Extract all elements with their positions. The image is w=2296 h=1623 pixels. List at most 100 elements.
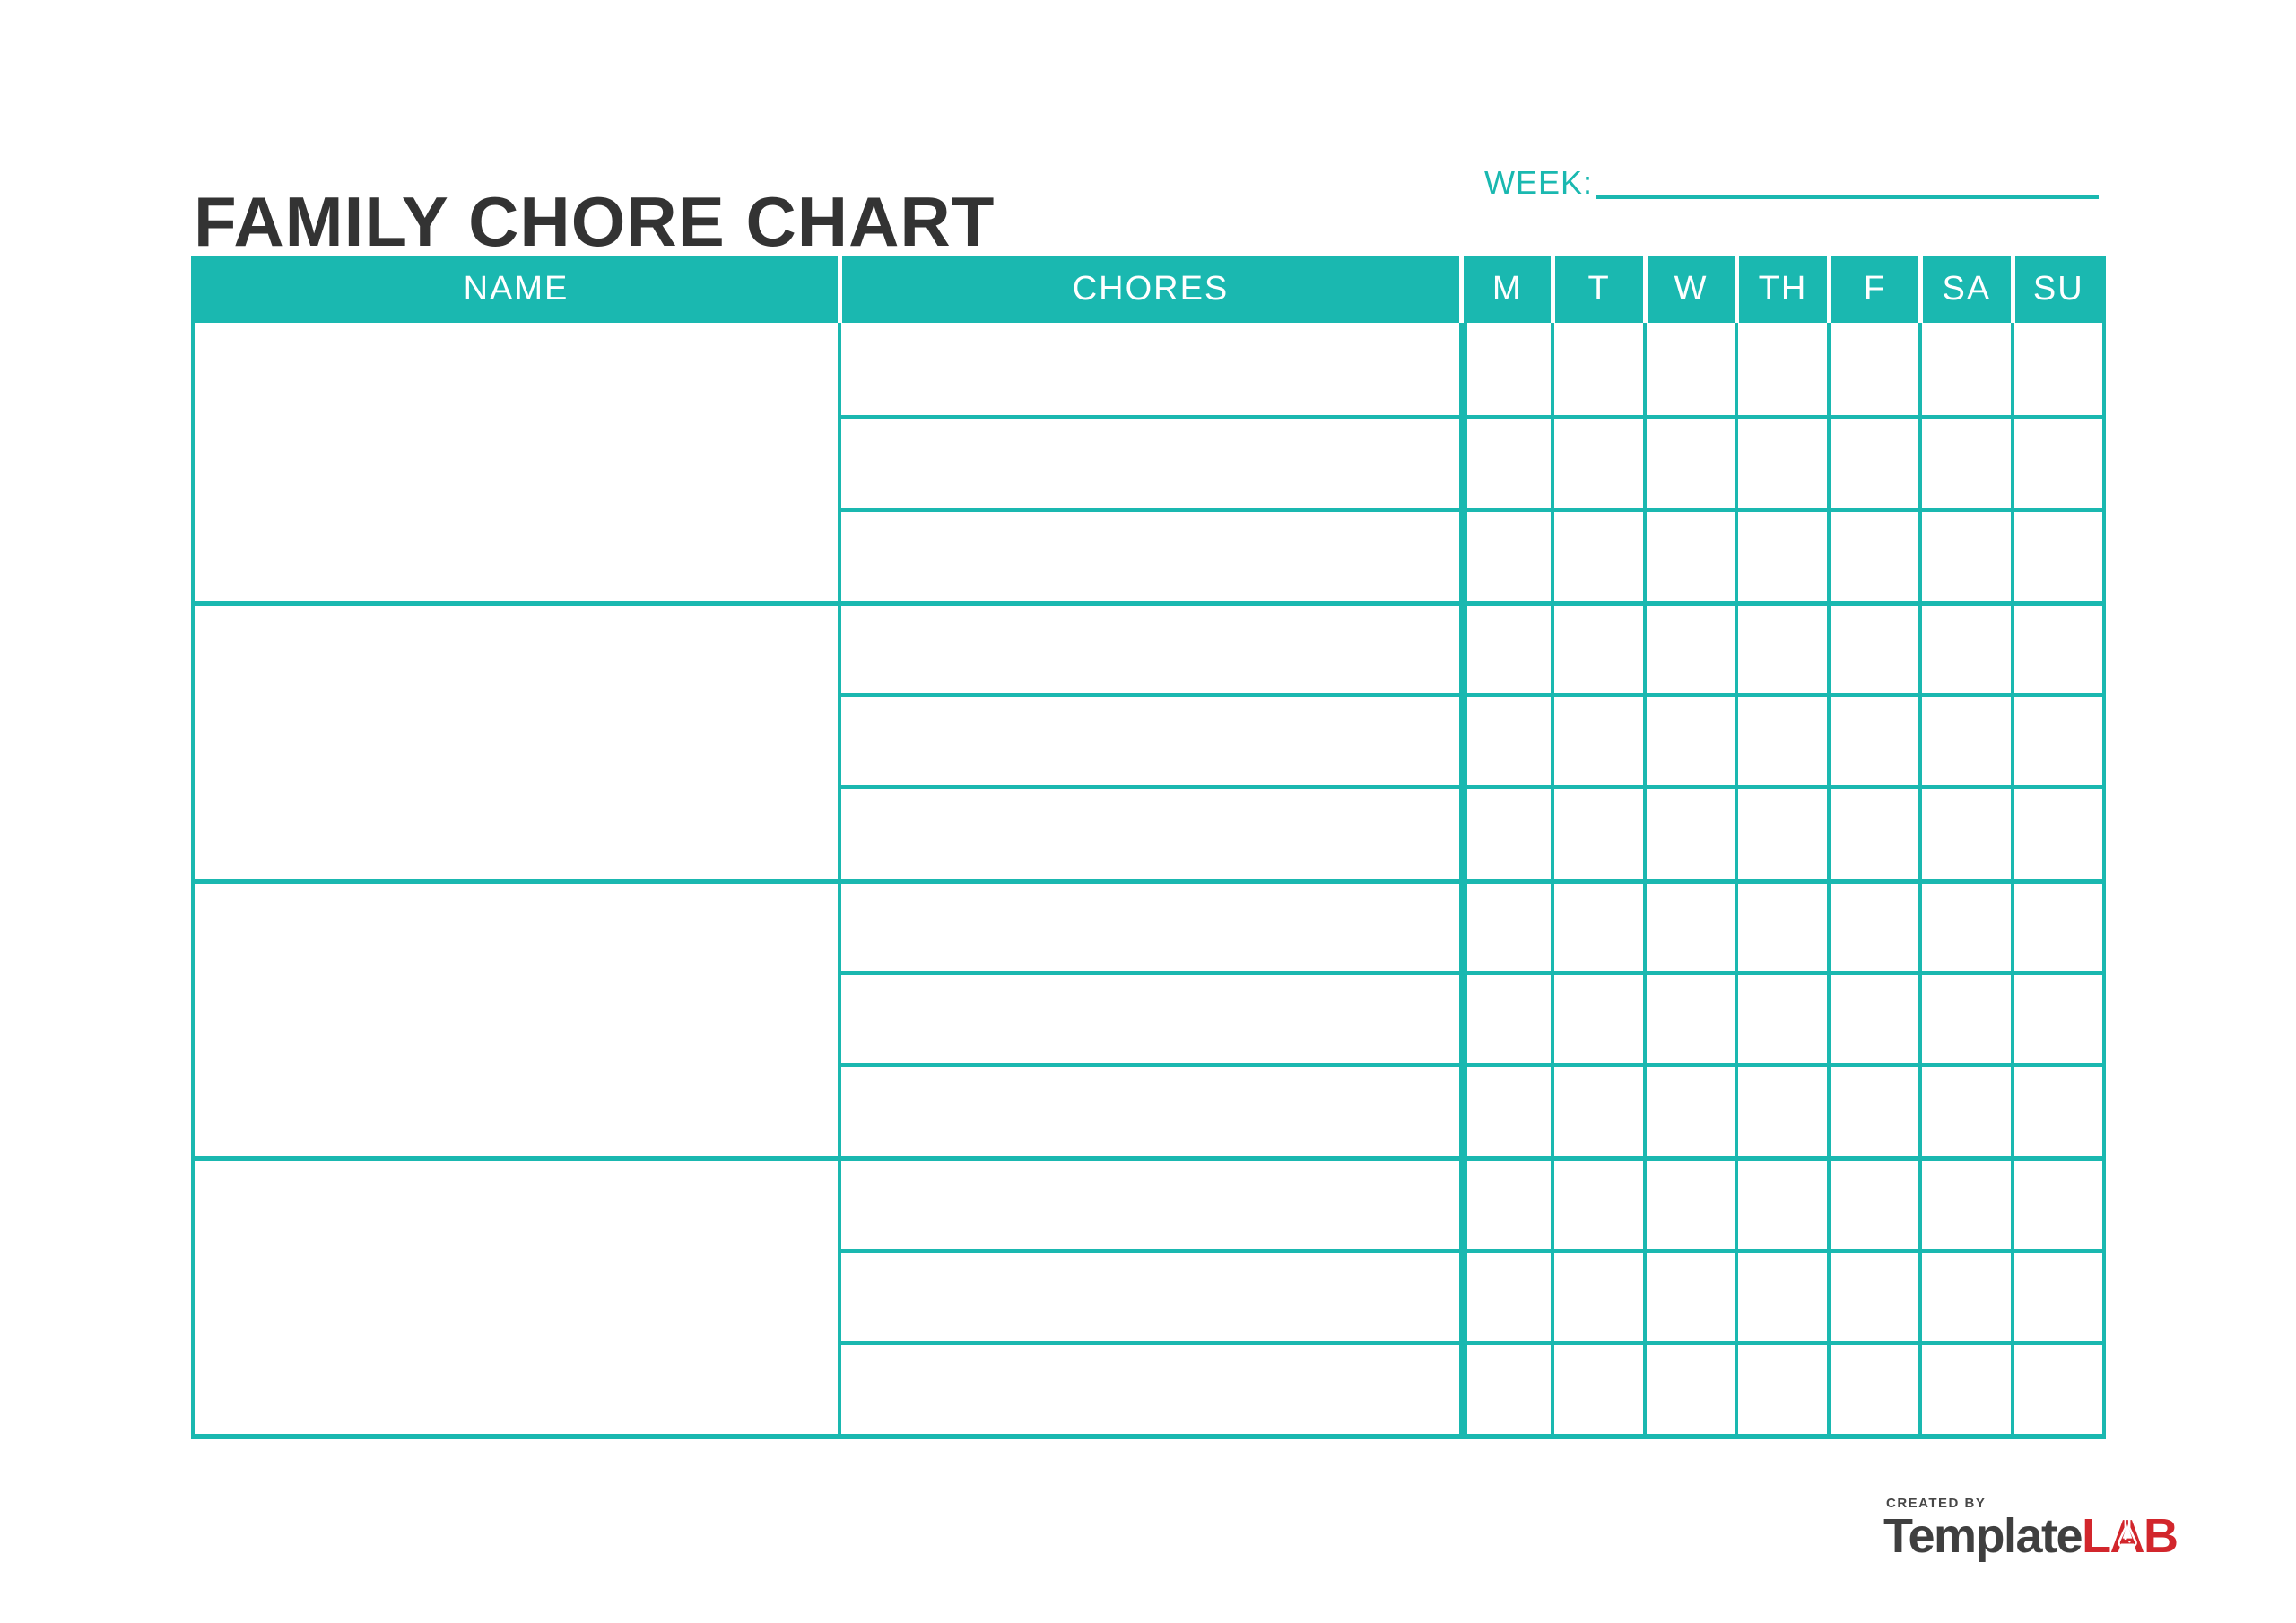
- day-check-cell[interactable]: [1642, 508, 1735, 601]
- day-check-cell[interactable]: [1826, 785, 1919, 879]
- day-check-cell[interactable]: [1551, 600, 1643, 693]
- day-check-cell[interactable]: [1735, 600, 1827, 693]
- day-check-cell[interactable]: [1459, 1248, 1552, 1341]
- chore-cell[interactable]: [838, 1156, 1459, 1249]
- day-check-cell[interactable]: [1642, 970, 1735, 1063]
- day-check-cell[interactable]: [1918, 323, 2011, 416]
- day-check-cell[interactable]: [1826, 693, 1919, 786]
- day-check-cell[interactable]: [2010, 1341, 2102, 1434]
- day-check-cell[interactable]: [1459, 970, 1552, 1063]
- chore-cell[interactable]: [838, 1063, 1459, 1157]
- day-check-cell[interactable]: [1918, 693, 2011, 786]
- day-check-cell[interactable]: [1735, 1248, 1827, 1341]
- day-check-cell[interactable]: [1826, 1156, 1919, 1249]
- day-check-cell[interactable]: [1459, 693, 1552, 786]
- day-check-cell[interactable]: [1642, 1341, 1735, 1434]
- day-check-cell[interactable]: [1826, 878, 1919, 971]
- day-check-cell[interactable]: [1459, 878, 1552, 971]
- day-check-cell[interactable]: [2010, 600, 2102, 693]
- day-check-cell[interactable]: [2010, 878, 2102, 971]
- chore-cell[interactable]: [838, 508, 1459, 601]
- day-check-cell[interactable]: [1551, 508, 1643, 601]
- day-check-cell[interactable]: [1642, 693, 1735, 786]
- chore-cell[interactable]: [838, 878, 1459, 971]
- name-cell[interactable]: [195, 1156, 838, 1434]
- day-check-cell[interactable]: [1551, 970, 1643, 1063]
- day-check-cell[interactable]: [1826, 1341, 1919, 1434]
- day-check-cell[interactable]: [1735, 785, 1827, 879]
- day-check-cell[interactable]: [1642, 785, 1735, 879]
- day-check-cell[interactable]: [2010, 1156, 2102, 1249]
- day-check-cell[interactable]: [1551, 785, 1643, 879]
- day-check-cell[interactable]: [2010, 693, 2102, 786]
- day-check-cell[interactable]: [1642, 1156, 1735, 1249]
- day-check-cell[interactable]: [1459, 415, 1552, 508]
- chore-cell[interactable]: [838, 785, 1459, 879]
- day-check-cell[interactable]: [1459, 1156, 1552, 1249]
- day-check-cell[interactable]: [1642, 415, 1735, 508]
- day-check-cell[interactable]: [2010, 508, 2102, 601]
- day-check-cell[interactable]: [1918, 508, 2011, 601]
- day-check-cell[interactable]: [1735, 1156, 1827, 1249]
- day-check-cell[interactable]: [1918, 970, 2011, 1063]
- day-check-cell[interactable]: [1826, 600, 1919, 693]
- day-check-cell[interactable]: [1918, 1341, 2011, 1434]
- day-check-cell[interactable]: [1551, 1341, 1643, 1434]
- day-check-cell[interactable]: [1551, 1063, 1643, 1157]
- day-check-cell[interactable]: [1642, 1063, 1735, 1157]
- day-check-cell[interactable]: [1918, 1063, 2011, 1157]
- day-check-cell[interactable]: [1642, 1248, 1735, 1341]
- day-check-cell[interactable]: [1735, 693, 1827, 786]
- day-check-cell[interactable]: [1735, 1063, 1827, 1157]
- day-check-cell[interactable]: [1551, 323, 1643, 416]
- day-check-cell[interactable]: [1826, 508, 1919, 601]
- day-check-cell[interactable]: [1459, 508, 1552, 601]
- day-check-cell[interactable]: [1826, 1063, 1919, 1157]
- day-check-cell[interactable]: [1642, 600, 1735, 693]
- day-check-cell[interactable]: [1551, 1248, 1643, 1341]
- day-check-cell[interactable]: [1735, 970, 1827, 1063]
- day-check-cell[interactable]: [1826, 970, 1919, 1063]
- day-check-cell[interactable]: [1918, 878, 2011, 971]
- chore-cell[interactable]: [838, 970, 1459, 1063]
- day-check-cell[interactable]: [2010, 323, 2102, 416]
- day-check-cell[interactable]: [1735, 1341, 1827, 1434]
- day-check-cell[interactable]: [1642, 323, 1735, 416]
- chore-cell[interactable]: [838, 415, 1459, 508]
- day-check-cell[interactable]: [1918, 1248, 2011, 1341]
- day-check-cell[interactable]: [1459, 323, 1552, 416]
- name-cell[interactable]: [195, 600, 838, 879]
- name-cell[interactable]: [195, 878, 838, 1157]
- day-check-cell[interactable]: [1735, 508, 1827, 601]
- day-check-cell[interactable]: [1918, 1156, 2011, 1249]
- day-check-cell[interactable]: [1918, 415, 2011, 508]
- day-check-cell[interactable]: [1826, 415, 1919, 508]
- day-check-cell[interactable]: [1735, 415, 1827, 508]
- day-check-cell[interactable]: [2010, 970, 2102, 1063]
- day-check-cell[interactable]: [1918, 600, 2011, 693]
- day-check-cell[interactable]: [2010, 1248, 2102, 1341]
- day-check-cell[interactable]: [1459, 1341, 1552, 1434]
- day-check-cell[interactable]: [1918, 785, 2011, 879]
- day-check-cell[interactable]: [1826, 323, 1919, 416]
- day-check-cell[interactable]: [1735, 323, 1827, 416]
- chore-cell[interactable]: [838, 600, 1459, 693]
- day-check-cell[interactable]: [2010, 785, 2102, 879]
- day-check-cell[interactable]: [1459, 600, 1552, 693]
- day-check-cell[interactable]: [1551, 693, 1643, 786]
- chore-cell[interactable]: [838, 1341, 1459, 1434]
- chore-cell[interactable]: [838, 1248, 1459, 1341]
- chore-cell[interactable]: [838, 693, 1459, 786]
- day-check-cell[interactable]: [1735, 878, 1827, 971]
- day-check-cell[interactable]: [1459, 1063, 1552, 1157]
- day-check-cell[interactable]: [1642, 878, 1735, 971]
- day-check-cell[interactable]: [1551, 415, 1643, 508]
- day-check-cell[interactable]: [2010, 415, 2102, 508]
- day-check-cell[interactable]: [1551, 1156, 1643, 1249]
- day-check-cell[interactable]: [1459, 785, 1552, 879]
- day-check-cell[interactable]: [1826, 1248, 1919, 1341]
- day-check-cell[interactable]: [1551, 878, 1643, 971]
- chore-cell[interactable]: [838, 323, 1459, 416]
- day-check-cell[interactable]: [2010, 1063, 2102, 1157]
- week-blank-line[interactable]: [1596, 195, 2100, 199]
